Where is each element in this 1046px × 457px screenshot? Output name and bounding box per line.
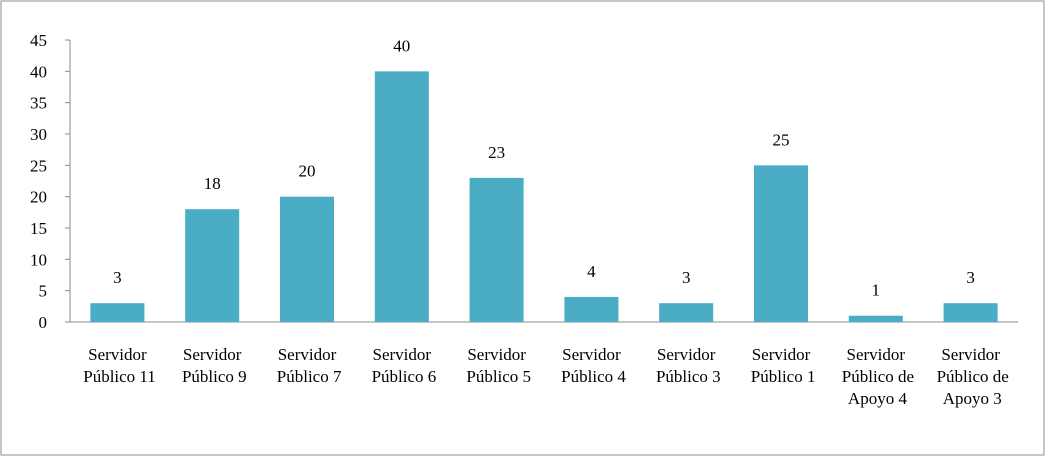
- y-tick-label: 0: [39, 313, 48, 332]
- x-tick-label: Servidor Público 4: [557, 345, 626, 386]
- x-tick-label: Servidor Público 1: [747, 345, 816, 386]
- x-tick-label: Servidor Público 7: [273, 345, 342, 386]
- bar: [280, 196, 334, 322]
- x-tick-label: Servidor Público de Apoyo 4: [838, 345, 915, 408]
- data-label: 3: [682, 268, 691, 287]
- data-label: 23: [488, 143, 505, 162]
- x-tick-label: Servidor Público 3: [652, 345, 721, 386]
- bar: [943, 303, 998, 322]
- y-tick-label: 10: [30, 250, 47, 269]
- bar: [185, 209, 240, 322]
- x-tick-label: Servidor Público 5: [462, 345, 531, 386]
- bar: [659, 303, 714, 322]
- data-label: 3: [966, 268, 975, 287]
- x-tick-label: Servidor Público 11: [79, 345, 156, 386]
- x-tick-label: Servidor Público 6: [367, 345, 436, 386]
- data-label: 18: [204, 174, 221, 193]
- y-tick-label: 35: [30, 94, 47, 113]
- y-tick-label: 25: [30, 156, 47, 175]
- bar: [374, 71, 429, 322]
- data-label: 40: [393, 36, 410, 55]
- y-tick-label: 45: [30, 31, 47, 50]
- x-tick-label: Servidor Público de Apoyo 3: [932, 345, 1009, 408]
- bar: [469, 177, 524, 322]
- bar: [564, 296, 619, 322]
- data-label: 20: [299, 162, 316, 181]
- bar: [90, 303, 145, 322]
- y-tick-label: 15: [30, 219, 47, 238]
- y-tick-label: 20: [30, 188, 47, 207]
- data-label: 3: [113, 268, 122, 287]
- data-label: 4: [587, 262, 596, 281]
- data-label: 25: [773, 130, 790, 149]
- y-tick-label: 5: [39, 282, 48, 301]
- data-label: 1: [872, 281, 881, 300]
- y-tick-label: 30: [30, 125, 47, 144]
- bar: [754, 165, 808, 322]
- x-tick-label: Servidor Público 9: [178, 345, 247, 386]
- bar: [848, 315, 903, 322]
- y-tick-label: 40: [30, 62, 47, 81]
